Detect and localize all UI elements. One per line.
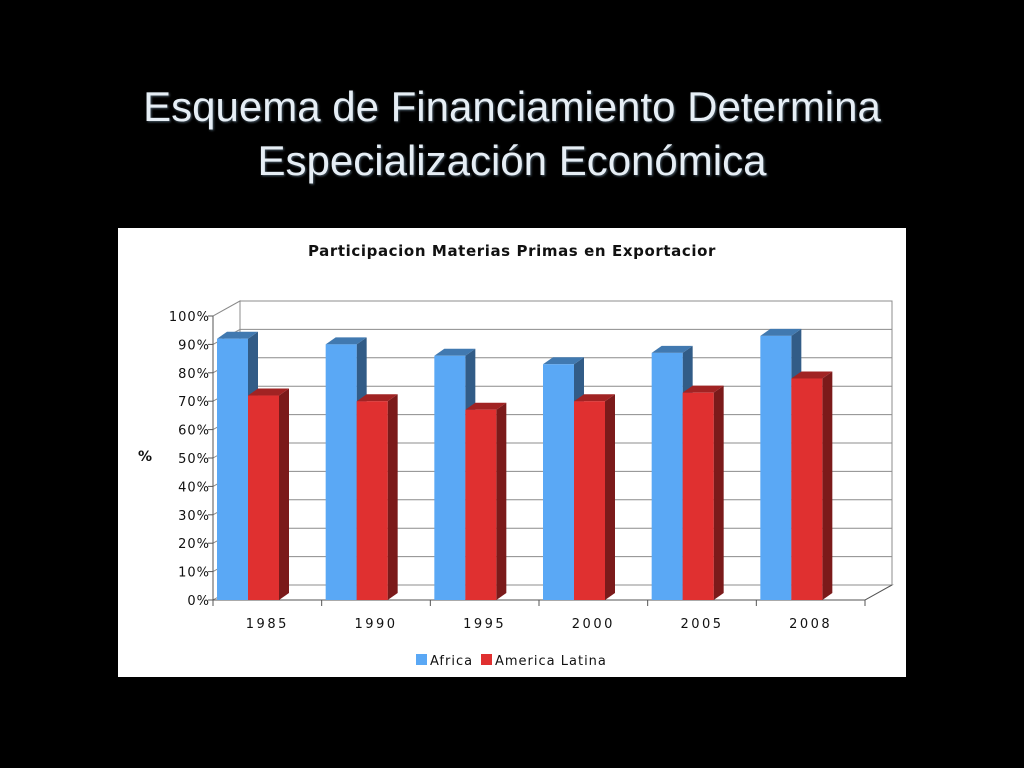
bar-top bbox=[434, 348, 476, 356]
bar-side bbox=[387, 394, 398, 600]
chart-panel: Participacion Materias Primas en Exporta… bbox=[118, 228, 906, 677]
bar-top bbox=[543, 357, 584, 365]
bar-top bbox=[574, 394, 615, 402]
legend-swatch bbox=[481, 654, 492, 665]
x-tick-label: 1985 bbox=[246, 617, 289, 632]
bar-america-latina-2008 bbox=[791, 378, 823, 600]
bar-america-latina-2000 bbox=[574, 401, 605, 600]
bar-side bbox=[822, 371, 833, 600]
slide-title-line-2: Especialización Económica bbox=[257, 137, 767, 184]
bar-side bbox=[713, 385, 724, 600]
bar-top bbox=[248, 388, 289, 396]
x-tick-label: 2000 bbox=[572, 617, 615, 632]
y-tick-label: 80% bbox=[178, 367, 210, 382]
x-tick-label: 2005 bbox=[680, 617, 723, 632]
y-tick-label: 90% bbox=[178, 338, 210, 353]
bar-top bbox=[791, 371, 833, 379]
x-tick-label: 1990 bbox=[354, 617, 397, 632]
y-tick-label: 10% bbox=[178, 566, 210, 581]
bar-africa-1985 bbox=[217, 338, 248, 600]
floor-edge bbox=[864, 584, 893, 601]
bar-africa-2005 bbox=[651, 352, 683, 600]
y-tick-label: 70% bbox=[178, 395, 210, 410]
bar-top bbox=[356, 394, 398, 402]
bar-side bbox=[605, 394, 615, 600]
bar-africa-1990 bbox=[325, 344, 357, 600]
x-tick-label: 2008 bbox=[789, 617, 832, 632]
bar-america-latina-2005 bbox=[682, 392, 714, 600]
bar-top bbox=[217, 331, 258, 339]
slide-title-line-1: Esquema de Financiamiento Determina bbox=[143, 83, 881, 130]
y-tick-label: 20% bbox=[178, 537, 210, 552]
legend-swatch bbox=[416, 654, 427, 665]
bar-america-latina-1985 bbox=[248, 395, 279, 600]
bar-chart: Participacion Materias Primas en Exporta… bbox=[138, 242, 894, 669]
bar-america-latina-1995 bbox=[465, 409, 497, 600]
y-tick-label: 0% bbox=[187, 594, 210, 609]
y-tick-label: 100% bbox=[169, 310, 210, 325]
y-tick-label: 30% bbox=[178, 509, 210, 524]
y-tick-label: 60% bbox=[178, 424, 210, 439]
slide-title: Esquema de Financiamiento Determina Espe… bbox=[0, 80, 1024, 188]
bar-top bbox=[465, 402, 507, 410]
x-tick-label: 1995 bbox=[463, 617, 506, 632]
y-tick-label: 50% bbox=[178, 452, 210, 467]
bar-america-latina-1990 bbox=[356, 401, 388, 600]
bar-side bbox=[279, 388, 289, 600]
bar-top bbox=[651, 345, 693, 353]
legend-item: Africa bbox=[430, 654, 473, 669]
gridline bbox=[212, 300, 892, 317]
bar-africa-2000 bbox=[543, 364, 574, 600]
bar-top bbox=[682, 385, 724, 393]
bar-africa-2008 bbox=[760, 335, 792, 600]
legend-item: America Latina bbox=[495, 654, 607, 669]
bar-africa-1995 bbox=[434, 355, 466, 600]
y-tick-label: 40% bbox=[178, 480, 210, 495]
bar-top bbox=[760, 328, 802, 336]
chart-title: Participacion Materias Primas en Exporta… bbox=[308, 242, 716, 260]
bar-top bbox=[325, 337, 367, 345]
bar-side bbox=[496, 402, 507, 600]
y-axis-title: % bbox=[138, 449, 152, 465]
